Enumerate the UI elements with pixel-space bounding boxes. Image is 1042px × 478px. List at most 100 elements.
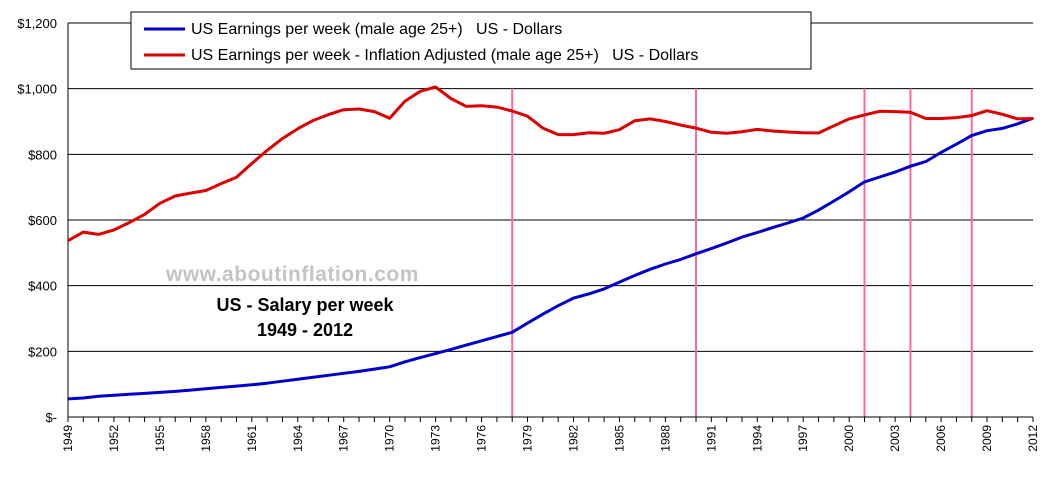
data-point-nominal bbox=[174, 390, 176, 393]
data-point-nominal bbox=[756, 231, 759, 234]
data-point-inflation-adjusted bbox=[894, 110, 896, 113]
data-point-inflation-adjusted bbox=[863, 114, 866, 116]
watermark: www.aboutinflation.com bbox=[165, 263, 419, 286]
data-point-inflation-adjusted bbox=[833, 125, 835, 127]
y-tick-label: $400 bbox=[28, 279, 57, 294]
data-point-nominal bbox=[940, 151, 942, 154]
data-point-inflation-adjusted bbox=[649, 118, 651, 120]
data-point-inflation-adjusted bbox=[542, 127, 544, 129]
data-point-inflation-adjusted bbox=[879, 110, 881, 113]
data-point-nominal bbox=[894, 171, 896, 173]
data-point-inflation-adjusted bbox=[450, 97, 452, 100]
x-tick-label: 1982 bbox=[566, 425, 580, 452]
data-point-nominal bbox=[220, 386, 222, 389]
y-tick-label: $- bbox=[45, 410, 57, 425]
data-point-nominal bbox=[373, 368, 376, 370]
data-point-nominal bbox=[251, 384, 253, 386]
data-point-inflation-adjusted bbox=[82, 231, 85, 233]
data-point-inflation-adjusted bbox=[327, 113, 330, 116]
data-point-inflation-adjusted bbox=[909, 111, 912, 114]
data-point-nominal bbox=[281, 380, 284, 383]
data-point-inflation-adjusted bbox=[358, 108, 360, 110]
data-point-nominal bbox=[526, 322, 529, 324]
data-point-nominal bbox=[342, 372, 345, 375]
legend-box bbox=[130, 11, 812, 70]
data-point-nominal bbox=[82, 397, 85, 399]
x-tick-label: 1997 bbox=[796, 425, 810, 452]
data-point-nominal bbox=[480, 340, 483, 342]
y-tick-label: $600 bbox=[28, 213, 57, 228]
data-point-inflation-adjusted bbox=[679, 124, 682, 126]
data-point-nominal bbox=[787, 222, 789, 224]
data-point-nominal bbox=[710, 247, 713, 250]
data-point-inflation-adjusted bbox=[419, 90, 422, 93]
data-point-nominal bbox=[113, 394, 115, 397]
data-point-inflation-adjusted bbox=[113, 229, 115, 231]
data-point-nominal bbox=[205, 388, 207, 390]
data-point-inflation-adjusted bbox=[603, 132, 605, 135]
x-tick-label: 2009 bbox=[980, 425, 994, 452]
data-point-inflation-adjusted bbox=[312, 119, 314, 122]
data-point-nominal bbox=[450, 348, 452, 351]
data-point-inflation-adjusted bbox=[388, 117, 391, 119]
data-point-inflation-adjusted bbox=[588, 131, 590, 134]
x-tick-label: 1991 bbox=[704, 425, 718, 452]
data-point-nominal bbox=[434, 352, 437, 355]
data-point-inflation-adjusted bbox=[756, 128, 759, 131]
data-point-inflation-adjusted bbox=[174, 195, 176, 197]
data-point-nominal bbox=[143, 392, 146, 395]
data-point-inflation-adjusted bbox=[496, 106, 498, 108]
data-point-nominal bbox=[725, 242, 728, 244]
data-point-nominal bbox=[833, 200, 835, 202]
data-point-nominal bbox=[159, 391, 161, 394]
data-point-nominal bbox=[511, 331, 513, 334]
data-point-nominal bbox=[649, 268, 651, 271]
x-tick-label: 1988 bbox=[658, 425, 672, 452]
data-point-nominal bbox=[189, 389, 192, 391]
legend-label-inflation-adjusted: US Earnings per week - Inflation Adjuste… bbox=[191, 47, 698, 64]
data-point-nominal bbox=[1001, 127, 1004, 130]
data-point-inflation-adjusted bbox=[465, 105, 468, 108]
data-point-inflation-adjusted bbox=[1001, 113, 1004, 116]
y-tick-label: $800 bbox=[28, 147, 57, 162]
data-point-nominal bbox=[1016, 123, 1019, 125]
data-point-nominal bbox=[542, 313, 544, 316]
data-point-inflation-adjusted bbox=[434, 86, 437, 88]
data-point-nominal bbox=[128, 393, 131, 396]
data-point-inflation-adjusted bbox=[159, 202, 161, 205]
data-point-nominal bbox=[664, 263, 667, 265]
x-tick-label: 1955 bbox=[153, 425, 167, 452]
data-point-inflation-adjusted bbox=[205, 189, 207, 192]
data-point-nominal bbox=[67, 398, 69, 400]
x-tick-label: 1970 bbox=[383, 425, 397, 452]
data-point-nominal bbox=[388, 366, 391, 368]
data-point-inflation-adjusted bbox=[986, 109, 988, 112]
data-point-nominal bbox=[955, 143, 958, 145]
data-point-nominal bbox=[312, 376, 314, 379]
data-point-inflation-adjusted bbox=[67, 239, 69, 242]
y-tick-label: $200 bbox=[28, 344, 57, 359]
data-point-inflation-adjusted bbox=[664, 120, 667, 123]
data-point-inflation-adjusted bbox=[787, 131, 789, 133]
data-point-inflation-adjusted bbox=[404, 100, 406, 102]
series-line-nominal bbox=[67, 116, 1034, 401]
x-tick-label: 1964 bbox=[291, 425, 305, 452]
data-point-inflation-adjusted bbox=[480, 104, 483, 107]
data-point-inflation-adjusted bbox=[725, 132, 728, 135]
data-point-inflation-adjusted bbox=[940, 117, 942, 120]
data-point-inflation-adjusted bbox=[281, 137, 284, 140]
data-point-inflation-adjusted bbox=[235, 176, 238, 179]
chart-subtitle: 1949 - 2012 bbox=[257, 320, 353, 340]
data-point-nominal bbox=[771, 226, 774, 229]
data-point-nominal bbox=[986, 129, 988, 132]
data-point-inflation-adjusted bbox=[97, 233, 100, 236]
data-point-nominal bbox=[588, 293, 590, 295]
data-point-inflation-adjusted bbox=[297, 127, 299, 130]
data-point-nominal bbox=[496, 335, 498, 338]
data-point-inflation-adjusted bbox=[557, 133, 559, 136]
data-point-nominal bbox=[618, 281, 621, 283]
data-point-nominal bbox=[741, 236, 743, 238]
data-point-nominal bbox=[97, 395, 100, 398]
